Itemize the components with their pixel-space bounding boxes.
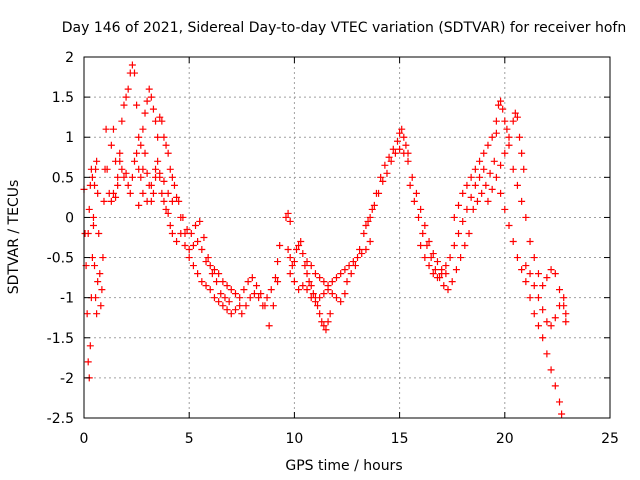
x-tick-label: 0 — [80, 431, 89, 447]
y-tick-label: 1 — [65, 130, 74, 146]
y-tick-label: -0.5 — [47, 251, 74, 267]
y-tick-label: -1.5 — [47, 331, 74, 347]
x-axis-label: GPS time / hours — [285, 458, 402, 474]
data-series — [80, 61, 570, 418]
y-tick-label: 1.5 — [52, 90, 74, 106]
y-tick-label: 2 — [65, 50, 74, 66]
y-tick-label: 0 — [65, 210, 74, 226]
chart-title: Day 146 of 2021, Sidereal Day-to-day VTE… — [62, 20, 626, 36]
x-tick-label: 10 — [285, 431, 303, 447]
plot-frame — [83, 56, 611, 419]
x-tick-label: 5 — [185, 431, 194, 447]
grid-lines — [84, 57, 610, 418]
x-tick-label: 25 — [601, 431, 619, 447]
y-axis-label: SDTVAR / TECUs — [6, 180, 22, 295]
y-tick-label: -2 — [60, 371, 74, 387]
y-tick-label: -1 — [60, 291, 74, 307]
x-axis-ticks: 0 5 10 15 20 25 — [80, 57, 619, 447]
y-axis-ticks: -2.5 -2 -1.5 -1 -0.5 0 0.5 1 1.5 2 — [47, 50, 610, 427]
series-points — [80, 61, 570, 418]
x-tick-label: 20 — [496, 431, 514, 447]
y-tick-label: -2.5 — [47, 411, 74, 427]
y-tick-label: 0.5 — [52, 170, 74, 186]
x-tick-label: 15 — [391, 431, 409, 447]
